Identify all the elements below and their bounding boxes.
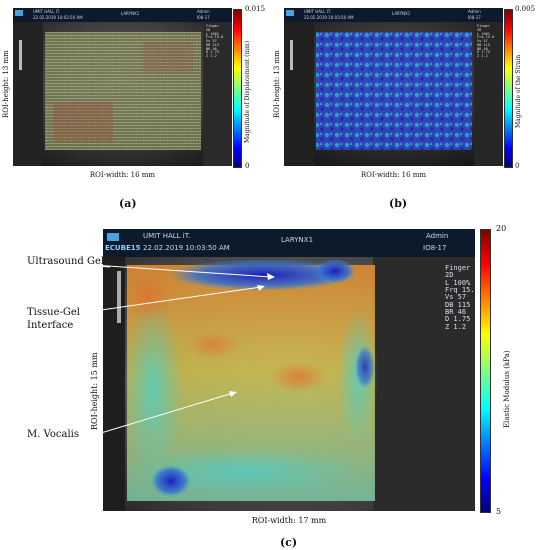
colorbar-a [233, 9, 242, 168]
header-logo-icon [107, 233, 119, 241]
displacement-map-a [13, 22, 232, 166]
colorbar-max-a: 0.015 [245, 5, 266, 13]
header-facility: UMIT HALL IT. [304, 9, 332, 14]
scanner-parameters-a: Finger 2D L 100% Frq 15.0 Vs 57 DB 115 B… [206, 24, 224, 59]
header-user: Admin [426, 232, 449, 240]
colorbar-label-c: Elastic Modulus (kPa) [503, 350, 511, 428]
colorbar-min-b: 0 [515, 162, 520, 170]
header-probe: I08-17 [197, 15, 210, 20]
annotation-tissue-gel: Tissue-Gel [27, 307, 80, 318]
colorbar-c [480, 229, 491, 513]
ultrasound-image-a: UMIT HALL IT. 22.02.2019 10:03:50 AM LAR… [13, 8, 232, 166]
annotation-interface: Interface [27, 320, 74, 331]
header-datetime: 22.02.2019 10:03:50 AM [33, 15, 83, 20]
header-datetime: 22.02.2019 10:03:50 AM [304, 15, 354, 20]
colorbar-min-c: 5 [496, 507, 502, 516]
annotation-leaders [80, 264, 110, 268]
panel-label-b: (b) [389, 197, 408, 210]
roi-width-label-b: ROI-width: 16 mm [360, 171, 427, 179]
colorbar-max-c: 20 [496, 224, 507, 233]
colorbar-label-a: Magnitude of Displacement (mm) [244, 40, 251, 143]
header-logo-icon [15, 10, 23, 16]
colorbar-b [504, 9, 513, 168]
scanner-parameters-b: Finger 2D L 100% Frq 15.0 Vs 57 DB 115 B… [477, 24, 495, 59]
header-facility: UMIT HALL IT. [33, 9, 61, 14]
roi-height-label-a: ROI-height: 13 mm [2, 50, 10, 118]
colorbar-label-b: Magnitude of the Strain [515, 54, 522, 128]
roi-width-label-c: ROI-width: 17 mm [251, 516, 327, 525]
roi-height-label-b: ROI-height: 13 mm [273, 50, 281, 118]
ultrasound-image-b: UMIT HALL IT. 22.02.2019 10:03:50 AM LAR… [284, 8, 503, 166]
header-preset: LARYNX1 [121, 11, 140, 16]
header-logo-icon [286, 10, 294, 16]
annotation-m-vocalis: M. Vocalis [27, 429, 80, 440]
scanner-header-a: UMIT HALL IT. 22.02.2019 10:03:50 AM LAR… [13, 8, 232, 22]
header-user: Admin [468, 9, 481, 14]
header-probe: I08-17 [468, 15, 481, 20]
header-datetime: 22.02.2019 10:03:50 AM [143, 244, 230, 252]
panel-label-c: (c) [280, 536, 298, 549]
roi-width-label-a: ROI-width: 16 mm [89, 171, 156, 179]
header-preset: LARYNX1 [392, 11, 411, 16]
header-probe: IO8-17 [423, 244, 447, 252]
colorbar-min-a: 0 [245, 162, 250, 170]
roi-height-label-c: ROI-height: 15 mm [90, 352, 99, 430]
header-user: Admin [197, 9, 210, 14]
header-facility: UMIT HALL iT. [143, 232, 191, 240]
header-brand: ECUBE15 [105, 244, 141, 252]
colorbar-max-b: 0.005 [515, 5, 536, 13]
header-preset: LARYNX1 [281, 236, 314, 244]
scanner-parameters-c: Finger 2D L 100% Frq 15.0 Vs 57 DB 115 B… [445, 264, 475, 331]
panel-label-a: (a) [119, 197, 137, 210]
elastography-map-c [103, 257, 475, 511]
annotation-ultrasound-gel: Ultrasound Gel [27, 256, 105, 267]
strain-map-b [284, 22, 503, 166]
scanner-header-b: UMIT HALL IT. 22.02.2019 10:03:50 AM LAR… [284, 8, 503, 22]
ultrasound-image-c: ECUBE15 UMIT HALL iT. 22.02.2019 10:03:5… [103, 229, 475, 511]
scanner-header-c: ECUBE15 UMIT HALL iT. 22.02.2019 10:03:5… [103, 229, 475, 257]
